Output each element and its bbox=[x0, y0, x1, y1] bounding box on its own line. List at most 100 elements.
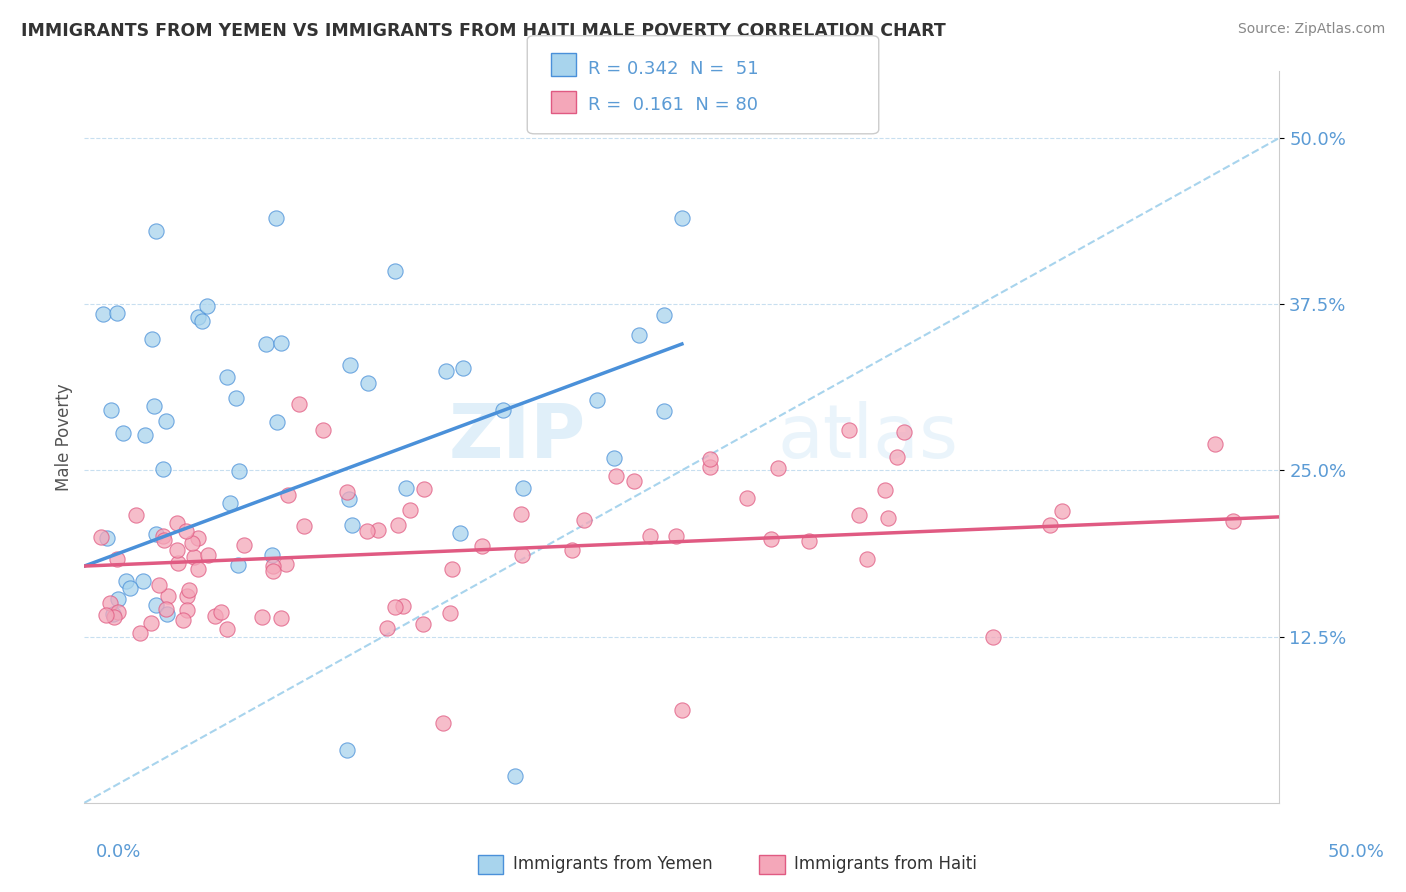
Point bbox=[623, 474, 645, 488]
Point bbox=[1222, 514, 1244, 528]
Point bbox=[180, 536, 202, 550]
Point bbox=[367, 523, 389, 537]
Point bbox=[654, 308, 676, 322]
Point bbox=[96, 531, 118, 545]
Point bbox=[100, 403, 122, 417]
Text: Source: ZipAtlas.com: Source: ZipAtlas.com bbox=[1237, 22, 1385, 37]
Point bbox=[654, 404, 676, 418]
Point bbox=[262, 565, 284, 579]
Point bbox=[449, 526, 471, 541]
Point bbox=[141, 332, 163, 346]
Point bbox=[981, 630, 1004, 644]
Point bbox=[1039, 517, 1062, 532]
Point bbox=[112, 425, 135, 440]
Point bbox=[114, 574, 136, 588]
Point bbox=[91, 307, 114, 321]
Point bbox=[183, 549, 205, 564]
Text: ZIP: ZIP bbox=[449, 401, 586, 474]
Point bbox=[451, 361, 474, 376]
Point bbox=[191, 314, 214, 328]
Point bbox=[152, 462, 174, 476]
Point bbox=[510, 508, 533, 522]
Point bbox=[671, 211, 693, 225]
Point bbox=[336, 485, 359, 500]
Point bbox=[107, 605, 129, 619]
Point bbox=[187, 310, 209, 325]
Point bbox=[217, 622, 239, 636]
Point bbox=[145, 527, 167, 541]
Point bbox=[638, 529, 661, 543]
Point bbox=[143, 399, 166, 413]
Text: Immigrants from Haiti: Immigrants from Haiti bbox=[794, 855, 977, 873]
Point bbox=[250, 610, 273, 624]
Text: 50.0%: 50.0% bbox=[1329, 843, 1385, 861]
Point bbox=[209, 606, 232, 620]
Point bbox=[145, 224, 167, 238]
Point bbox=[107, 592, 129, 607]
Point bbox=[172, 613, 194, 627]
Point bbox=[797, 533, 820, 548]
Point bbox=[155, 414, 177, 428]
Point bbox=[492, 403, 515, 417]
Point bbox=[288, 397, 311, 411]
Point bbox=[886, 450, 908, 464]
Point bbox=[270, 335, 292, 350]
Point bbox=[561, 543, 583, 558]
Point bbox=[174, 524, 197, 539]
Point bbox=[96, 608, 118, 623]
Point bbox=[766, 461, 789, 475]
Point bbox=[156, 589, 179, 603]
Point bbox=[357, 376, 380, 391]
Text: IMMIGRANTS FROM YEMEN VS IMMIGRANTS FROM HAITI MALE POVERTY CORRELATION CHART: IMMIGRANTS FROM YEMEN VS IMMIGRANTS FROM… bbox=[21, 22, 946, 40]
Point bbox=[277, 488, 299, 502]
Point bbox=[439, 606, 461, 620]
Point bbox=[176, 603, 198, 617]
Point bbox=[155, 602, 177, 616]
Point bbox=[434, 364, 457, 378]
Point bbox=[228, 464, 250, 478]
Point bbox=[270, 611, 292, 625]
Point bbox=[759, 533, 782, 547]
Point bbox=[232, 538, 254, 552]
Point bbox=[377, 621, 399, 635]
Point bbox=[893, 425, 915, 439]
Point bbox=[412, 617, 434, 632]
Point bbox=[671, 703, 693, 717]
Point bbox=[1204, 436, 1226, 450]
Point bbox=[699, 451, 721, 466]
Point bbox=[432, 716, 454, 731]
Point bbox=[398, 503, 420, 517]
Point bbox=[838, 424, 860, 438]
Point bbox=[602, 451, 624, 466]
Point bbox=[152, 529, 174, 543]
Point bbox=[105, 552, 128, 566]
Point bbox=[503, 769, 526, 783]
Point bbox=[176, 589, 198, 603]
Point bbox=[187, 562, 209, 576]
Point bbox=[262, 558, 284, 573]
Point bbox=[260, 548, 283, 562]
Point bbox=[219, 496, 242, 510]
Point bbox=[337, 491, 360, 506]
Point bbox=[574, 513, 596, 527]
Point bbox=[197, 549, 219, 563]
Point bbox=[101, 607, 124, 622]
Point bbox=[266, 416, 288, 430]
Point bbox=[166, 516, 188, 531]
Point bbox=[292, 519, 315, 533]
Point bbox=[105, 306, 128, 320]
Point bbox=[356, 524, 378, 539]
Point bbox=[339, 358, 361, 372]
Point bbox=[856, 552, 879, 566]
Point bbox=[875, 483, 897, 498]
Point bbox=[215, 369, 238, 384]
Point bbox=[627, 328, 650, 343]
Point bbox=[129, 626, 152, 640]
Point bbox=[471, 539, 494, 553]
Point bbox=[166, 557, 188, 571]
Point bbox=[124, 508, 146, 522]
Point bbox=[145, 598, 167, 612]
Point bbox=[392, 599, 415, 613]
Point bbox=[134, 428, 156, 442]
Point bbox=[226, 558, 249, 572]
